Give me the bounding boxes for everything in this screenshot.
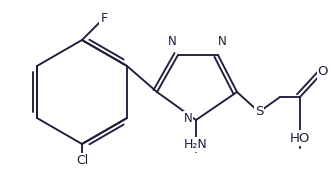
Text: N: N	[184, 112, 192, 124]
Text: S: S	[255, 105, 263, 118]
Text: Cl: Cl	[76, 153, 88, 166]
Text: N: N	[217, 36, 226, 49]
Text: HO: HO	[290, 131, 310, 144]
Text: N: N	[167, 36, 176, 49]
Text: H₂N: H₂N	[184, 137, 208, 150]
Text: F: F	[100, 11, 108, 24]
Text: O: O	[318, 65, 328, 78]
